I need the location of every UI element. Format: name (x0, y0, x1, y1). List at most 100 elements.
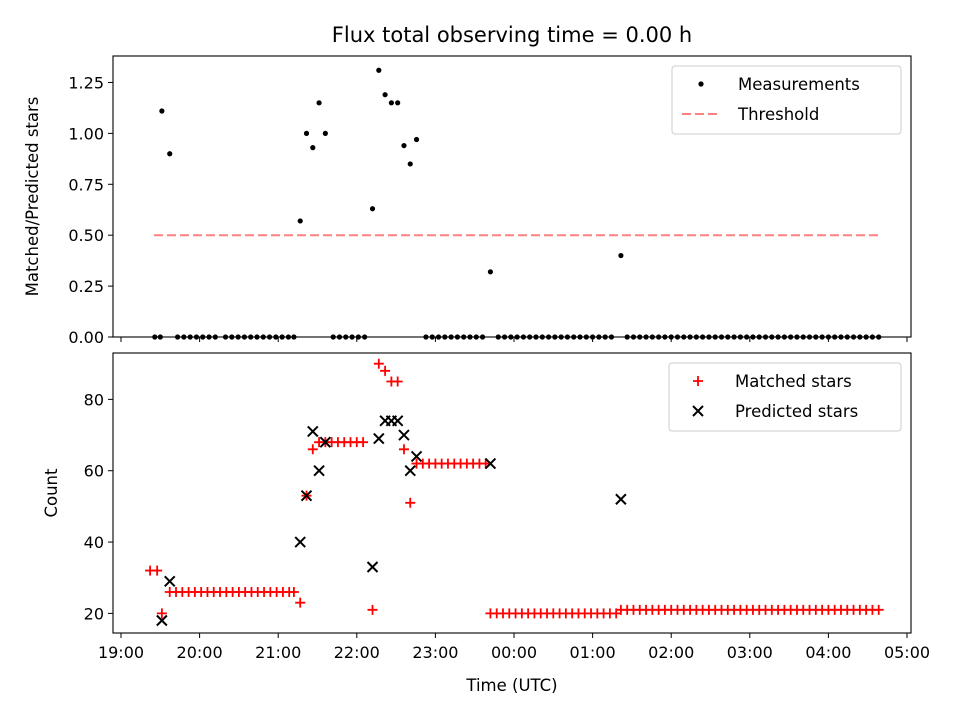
data-point (794, 334, 800, 340)
data-point (222, 334, 229, 340)
data-point (571, 334, 577, 340)
y-tick-label: 0.25 (68, 277, 104, 296)
data-point (596, 334, 602, 340)
data-point (762, 334, 769, 340)
data-point (401, 142, 407, 149)
data-point (577, 334, 583, 340)
data-point (590, 334, 596, 340)
data-point-x (307, 425, 319, 438)
data-point (838, 334, 844, 340)
data-point (618, 252, 624, 259)
data-point (698, 81, 704, 87)
data-point-plus (873, 604, 884, 615)
data-point-x (615, 493, 627, 505)
data-point (343, 334, 349, 340)
data-point-plus (358, 437, 369, 448)
data-point-x (404, 464, 416, 477)
y-tick-label: 20 (84, 604, 104, 623)
data-point (349, 334, 355, 340)
data-point-plus (307, 444, 318, 455)
data-point (407, 161, 413, 167)
legend-label: Matched stars (735, 372, 852, 391)
data-point (229, 334, 235, 340)
y-tick-label: 1.25 (68, 73, 104, 92)
data-point (756, 334, 762, 340)
data-point (310, 145, 316, 151)
y-tick-label: 60 (84, 462, 104, 481)
data-point (297, 218, 303, 224)
data-point (369, 206, 376, 212)
data-point (527, 334, 533, 340)
data-point (395, 100, 401, 106)
data-point (674, 334, 681, 340)
data-point-plus (156, 608, 167, 619)
data-point (750, 334, 756, 340)
data-point (388, 100, 394, 106)
data-point (583, 334, 589, 340)
data-point (744, 334, 750, 340)
data-point (825, 334, 832, 340)
data-point (712, 334, 718, 340)
data-point (241, 334, 248, 340)
data-point-x (398, 429, 410, 441)
data-point (193, 334, 200, 340)
data-point (681, 334, 687, 340)
legend-label: Predicted stars (735, 402, 858, 421)
y-tick-label: 0.50 (68, 226, 104, 245)
data-point (514, 334, 520, 340)
data-point (700, 334, 706, 340)
y-tick-label: 1.00 (68, 124, 104, 143)
data-point-plus (152, 565, 163, 576)
data-point (260, 334, 266, 340)
y-tick-label: 40 (84, 533, 104, 552)
data-point (643, 334, 649, 340)
data-point (552, 334, 558, 340)
data-point-plus (380, 365, 391, 376)
data-point (423, 334, 429, 340)
data-point (857, 334, 863, 340)
data-point (413, 136, 420, 143)
data-point-plus (398, 444, 409, 455)
legend-label: Measurements (738, 75, 860, 94)
data-point (467, 334, 473, 340)
data-point (630, 334, 637, 340)
data-point (813, 334, 819, 340)
data-point (775, 334, 781, 340)
data-point (429, 334, 435, 340)
data-point (376, 67, 382, 73)
data-point (336, 334, 343, 340)
plot-frame (112, 352, 912, 634)
data-point (454, 334, 461, 340)
data-point (637, 334, 643, 340)
data-point (608, 334, 615, 340)
data-point (495, 334, 501, 340)
data-point (737, 334, 743, 340)
data-point (174, 334, 181, 340)
data-point (545, 334, 552, 340)
data-point (473, 334, 479, 340)
data-point (731, 334, 737, 340)
data-point (725, 334, 731, 340)
y-axis-label: Matched/Predicted stars (23, 97, 42, 297)
data-point (656, 334, 662, 340)
y-tick-label: 0.75 (68, 175, 104, 194)
legend-label: Threshold (737, 105, 819, 124)
data-point (800, 334, 806, 340)
data-point-plus (405, 497, 416, 508)
data-point-x (300, 489, 313, 502)
data-point (832, 334, 838, 340)
data-point (668, 334, 674, 340)
series-measurements (152, 67, 882, 340)
data-point-x (319, 436, 332, 448)
x-tick-label: 21:00 (255, 643, 301, 662)
data-point (806, 334, 813, 340)
legend-box (668, 362, 902, 432)
data-point-x (156, 614, 168, 627)
x-tick-label: 23:00 (412, 643, 458, 662)
data-point (266, 334, 273, 340)
data-point-x (484, 457, 497, 470)
data-point (624, 334, 630, 340)
data-point (152, 334, 158, 340)
data-point (448, 334, 454, 340)
data-point (869, 334, 876, 340)
